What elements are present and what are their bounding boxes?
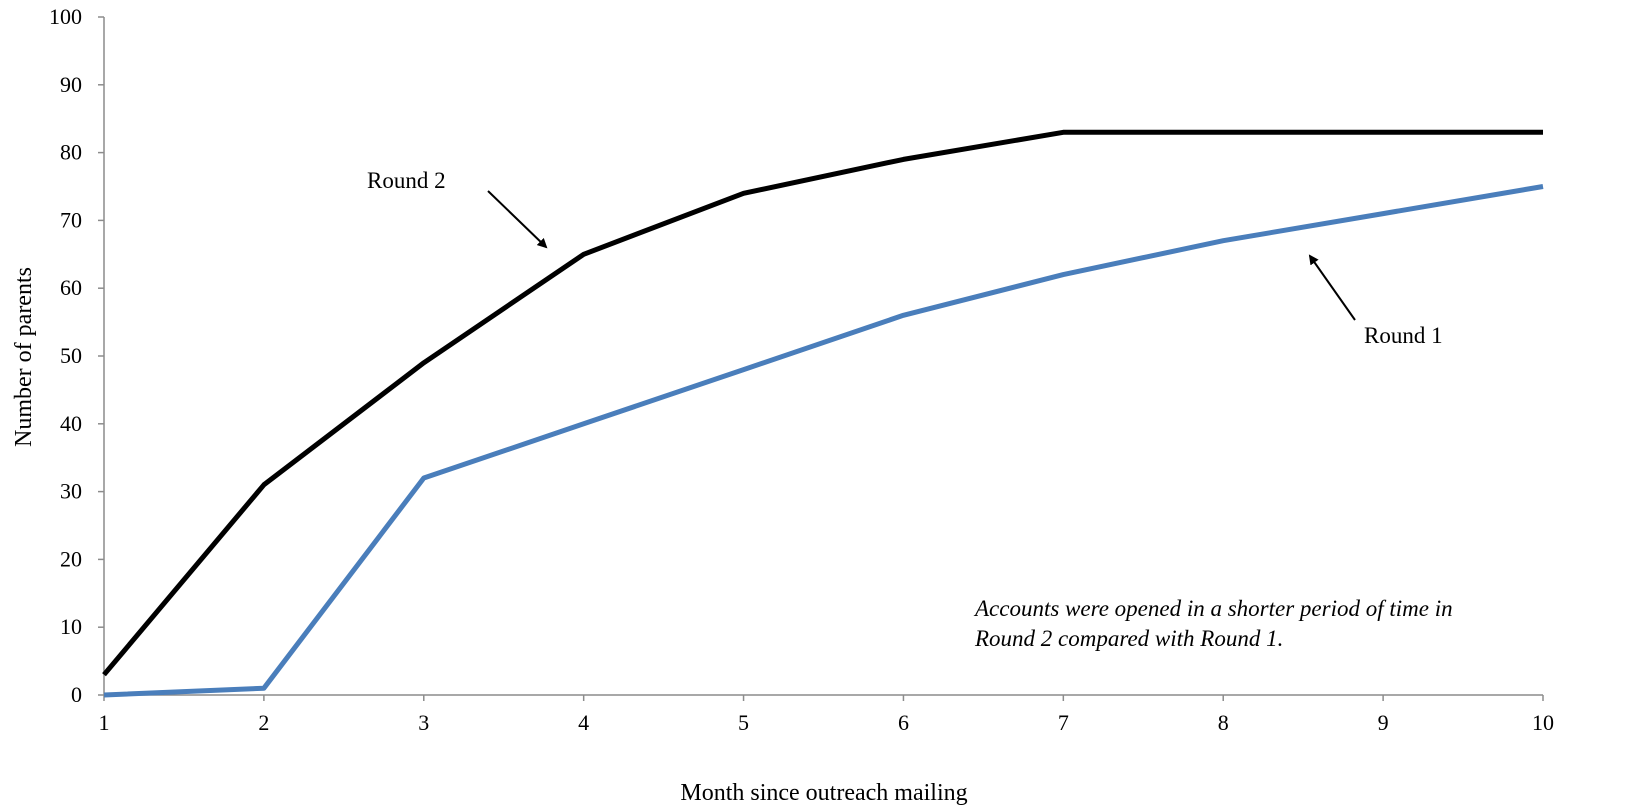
x-tick-label: 7 [1058, 710, 1069, 735]
x-tick-label: 5 [738, 710, 749, 735]
round1-arrow [1308, 254, 1356, 321]
round2-arrow [487, 190, 548, 249]
y-tick-label: 60 [60, 275, 82, 300]
x-tick-label: 6 [898, 710, 909, 735]
y-tick-label: 10 [60, 614, 82, 639]
y-tick-label: 20 [60, 546, 82, 571]
series-line-round-1 [103, 184, 1544, 698]
x-axis-title: Month since outreach mailing [680, 780, 967, 806]
axes [98, 16, 1544, 701]
x-tick-label: 1 [99, 710, 110, 735]
y-tick-label: 50 [60, 343, 82, 368]
y-tick-label: 0 [71, 682, 82, 707]
x-tick-label: 4 [578, 710, 589, 735]
round2-label: Round 2 [367, 168, 446, 193]
note-line-1: Accounts were opened in a shorter period… [973, 596, 1453, 621]
y-tick-label: 90 [60, 72, 82, 97]
tick-labels: 0 10 20 30 40 50 60 70 80 90 100 1 2 3 4 5 6 7 8 9 10 [49, 4, 1554, 735]
y-tick-label: 70 [60, 207, 82, 232]
y-tick-label: 80 [60, 140, 82, 165]
series-lines [102, 129, 1544, 698]
round1-label: Round 1 [1364, 323, 1443, 348]
note-line-2: Round 2 compared with Round 1. [974, 626, 1283, 651]
x-tick-label: 9 [1378, 710, 1389, 735]
y-axis-title: Number of parents [11, 267, 37, 447]
x-tick-label: 8 [1218, 710, 1229, 735]
y-tick-label: 100 [49, 4, 82, 29]
x-tick-label: 3 [418, 710, 429, 735]
series-line-round-2 [102, 129, 1543, 677]
x-tick-label: 10 [1532, 710, 1554, 735]
x-tick-label: 2 [258, 710, 269, 735]
y-tick-label: 40 [60, 411, 82, 436]
y-tick-label: 30 [60, 479, 82, 504]
